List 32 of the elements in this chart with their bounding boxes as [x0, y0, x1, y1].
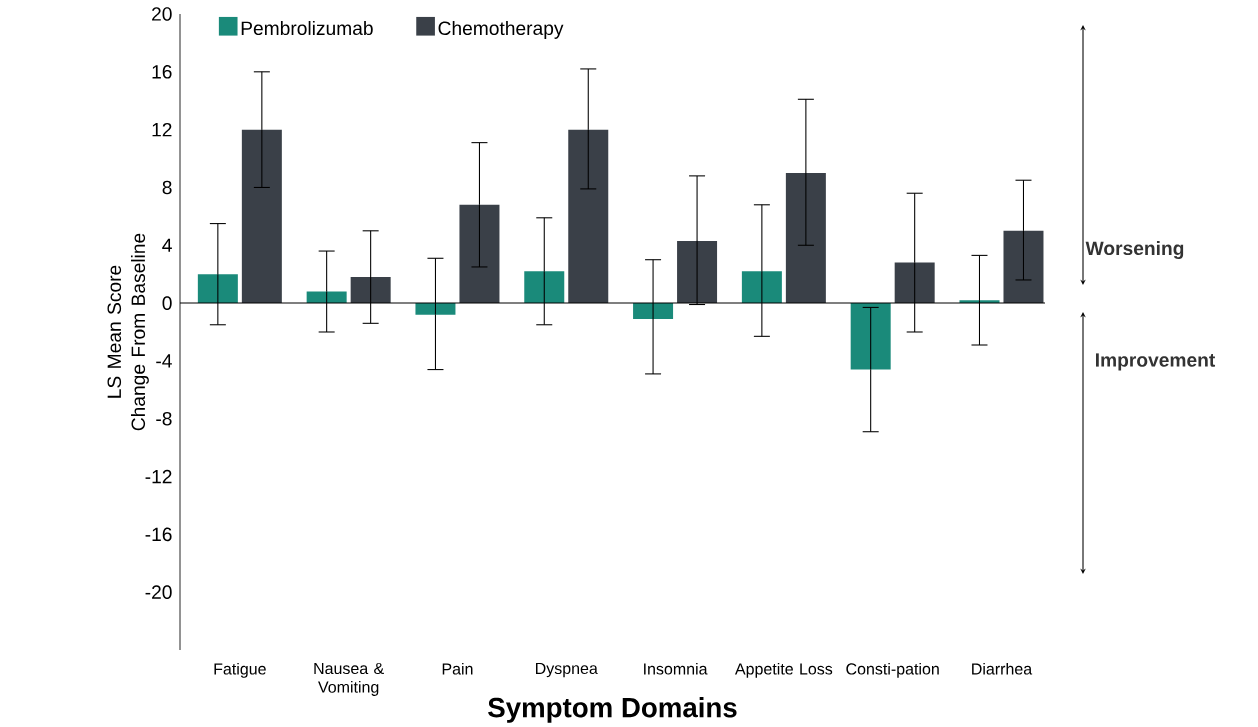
bar	[741, 271, 782, 304]
bar	[197, 274, 238, 304]
x-tick-label: Dyspnea	[536, 662, 598, 678]
y-tick-label: -16	[145, 527, 172, 542]
x-tick-label: Pain	[442, 662, 473, 675]
x-tick-label: Consti-pation	[846, 662, 939, 678]
y-tick-label: 12	[152, 122, 172, 137]
y-tick-label: 4	[162, 238, 172, 252]
y-tick-label: -4	[156, 354, 172, 368]
x-tick-label: Nausea & Vomiting	[314, 662, 384, 696]
x-axis-title: Symptom Domains	[488, 697, 737, 723]
bar	[350, 277, 391, 304]
bar	[241, 129, 282, 304]
text: Improvement	[1096, 353, 1216, 371]
legend-label: Chemotherapy	[438, 20, 564, 39]
x-tick-label: Insomnia	[644, 662, 708, 675]
bar	[524, 271, 565, 304]
x-tick-label: Fatigue	[214, 662, 266, 678]
legend-label: Pembrolizumab	[241, 20, 373, 36]
y-tick-label: 16	[152, 65, 172, 79]
y-axis-title: LS Mean Score Change From Baseline	[107, 233, 149, 431]
bar	[894, 262, 935, 304]
y-tick-label: 20	[152, 7, 172, 21]
y-tick-label: -20	[145, 585, 172, 599]
x-tick-label: Appetite Loss	[734, 662, 833, 678]
bar	[568, 129, 609, 304]
y-tick-label: -12	[145, 469, 172, 484]
y-tick-label: -8	[156, 411, 172, 426]
y-tick-label: 8	[162, 180, 172, 195]
x-tick-label: Diarrhea	[972, 662, 1033, 675]
y-tick-label: 0	[162, 296, 172, 310]
text: Worsening	[1085, 241, 1184, 259]
